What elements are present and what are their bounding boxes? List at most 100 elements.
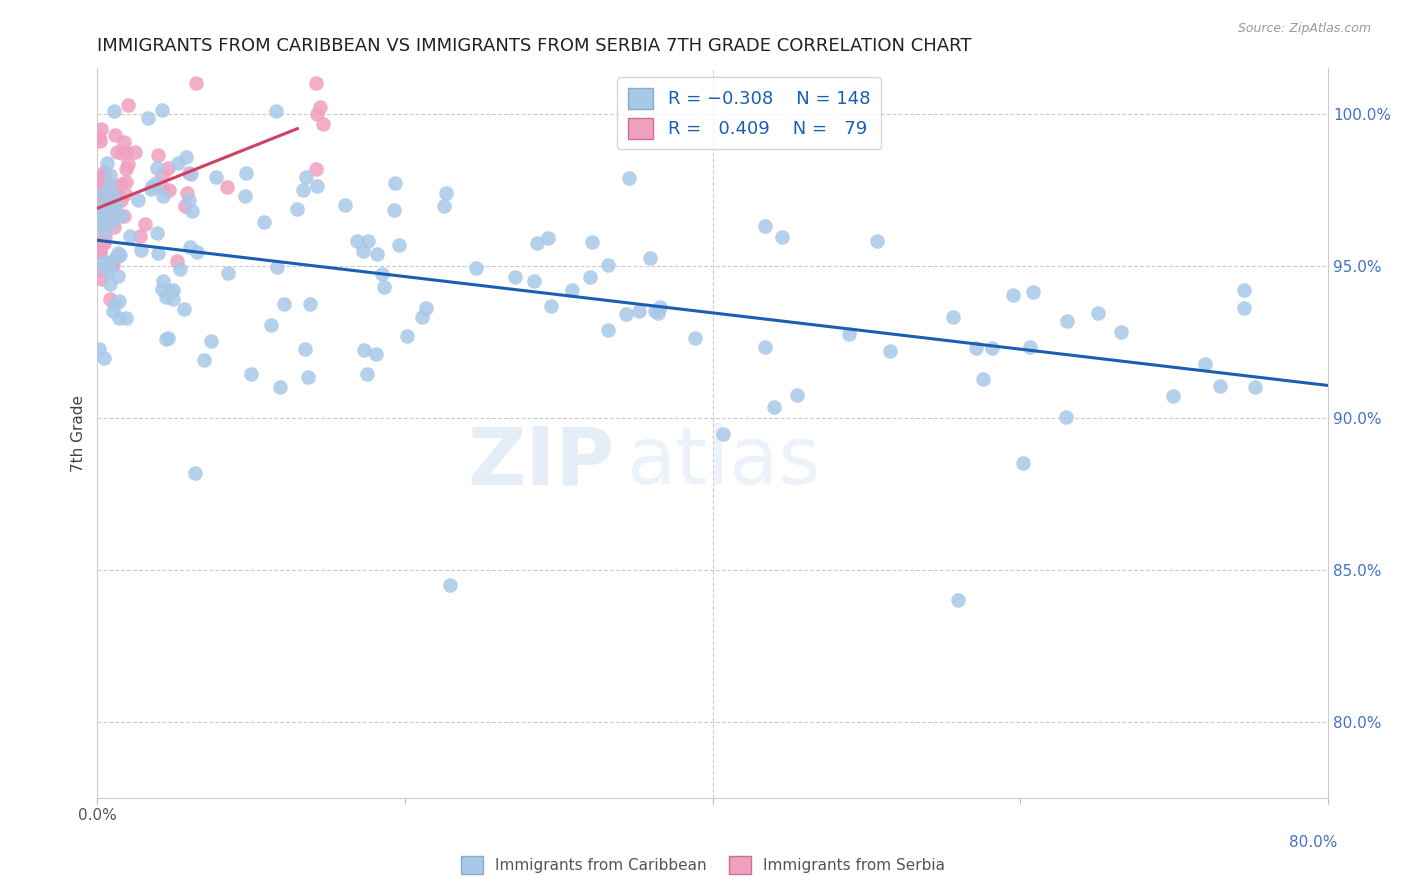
- Point: [105, 145, 128, 159]
- Point: [110, 209, 132, 223]
- Point: [156, 161, 179, 176]
- Point: [1194, 358, 1216, 372]
- Point: [946, 593, 969, 607]
- Point: [1087, 306, 1109, 320]
- Point: [838, 326, 860, 341]
- Y-axis label: 7th Grade: 7th Grade: [72, 394, 86, 472]
- Point: [183, 466, 205, 480]
- Point: [124, 145, 146, 160]
- Point: [108, 294, 131, 309]
- Point: [162, 292, 184, 306]
- Point: [98, 256, 121, 270]
- Point: [97, 264, 120, 278]
- Point: [240, 367, 263, 381]
- Point: [617, 171, 640, 186]
- Point: [1161, 389, 1184, 403]
- Point: [150, 282, 173, 296]
- Point: [179, 240, 201, 254]
- Point: [235, 166, 257, 180]
- Point: [373, 280, 395, 294]
- Point: [150, 103, 173, 117]
- Point: [176, 186, 198, 200]
- Point: [103, 304, 125, 318]
- Point: [89, 244, 111, 259]
- Point: [91, 211, 114, 226]
- Point: [364, 346, 387, 360]
- Point: [294, 343, 316, 357]
- Text: IMMIGRANTS FROM CARIBBEAN VS IMMIGRANTS FROM SERBIA 7TH GRADE CORRELATION CHART: IMMIGRANTS FROM CARIBBEAN VS IMMIGRANTS …: [97, 37, 972, 55]
- Point: [523, 274, 546, 288]
- Point: [98, 292, 121, 306]
- Point: [217, 266, 239, 280]
- Point: [1109, 326, 1132, 340]
- Point: [173, 301, 195, 316]
- Point: [93, 206, 115, 220]
- Point: [90, 202, 112, 217]
- Point: [129, 229, 152, 244]
- Point: [356, 367, 378, 381]
- Point: [90, 176, 112, 190]
- Point: [411, 310, 433, 325]
- Point: [117, 157, 139, 171]
- Point: [526, 235, 548, 250]
- Point: [108, 248, 131, 262]
- Point: [305, 179, 328, 194]
- Point: [105, 197, 128, 211]
- Point: [166, 254, 188, 268]
- Point: [972, 372, 994, 386]
- Point: [581, 235, 603, 249]
- Point: [97, 255, 120, 269]
- Point: [155, 332, 177, 346]
- Point: [433, 199, 456, 213]
- Point: [104, 192, 127, 206]
- Point: [260, 318, 283, 332]
- Point: [253, 215, 276, 229]
- Point: [169, 261, 191, 276]
- Point: [353, 244, 375, 258]
- Point: [96, 156, 118, 170]
- Point: [114, 210, 136, 224]
- Point: [110, 193, 132, 207]
- Point: [91, 190, 114, 204]
- Point: [711, 426, 734, 441]
- Point: [100, 195, 122, 210]
- Point: [1243, 380, 1265, 394]
- Point: [981, 342, 1004, 356]
- Point: [503, 270, 526, 285]
- Point: [105, 184, 128, 198]
- Point: [108, 311, 131, 326]
- Point: [415, 301, 437, 315]
- Point: [90, 217, 112, 231]
- Point: [93, 164, 115, 178]
- Point: [112, 136, 135, 150]
- Point: [309, 100, 332, 114]
- Point: [100, 197, 122, 211]
- Point: [305, 161, 328, 176]
- Point: [540, 299, 562, 313]
- Point: [114, 311, 136, 326]
- Point: [90, 173, 112, 187]
- Point: [754, 219, 776, 233]
- Point: [396, 328, 419, 343]
- Point: [127, 193, 149, 207]
- Point: [333, 198, 356, 212]
- Point: [786, 387, 808, 401]
- Point: [173, 199, 195, 213]
- Point: [770, 230, 793, 244]
- Point: [90, 190, 112, 204]
- Point: [434, 186, 457, 200]
- Point: [181, 203, 204, 218]
- Point: [114, 161, 136, 176]
- Point: [104, 128, 127, 142]
- Point: [89, 134, 111, 148]
- Point: [295, 169, 318, 184]
- Point: [146, 226, 169, 240]
- Point: [366, 247, 388, 261]
- Point: [101, 258, 124, 272]
- Point: [174, 150, 197, 164]
- Point: [614, 307, 637, 321]
- Point: [264, 103, 287, 118]
- Point: [307, 106, 329, 120]
- Point: [90, 184, 112, 198]
- Point: [90, 218, 112, 232]
